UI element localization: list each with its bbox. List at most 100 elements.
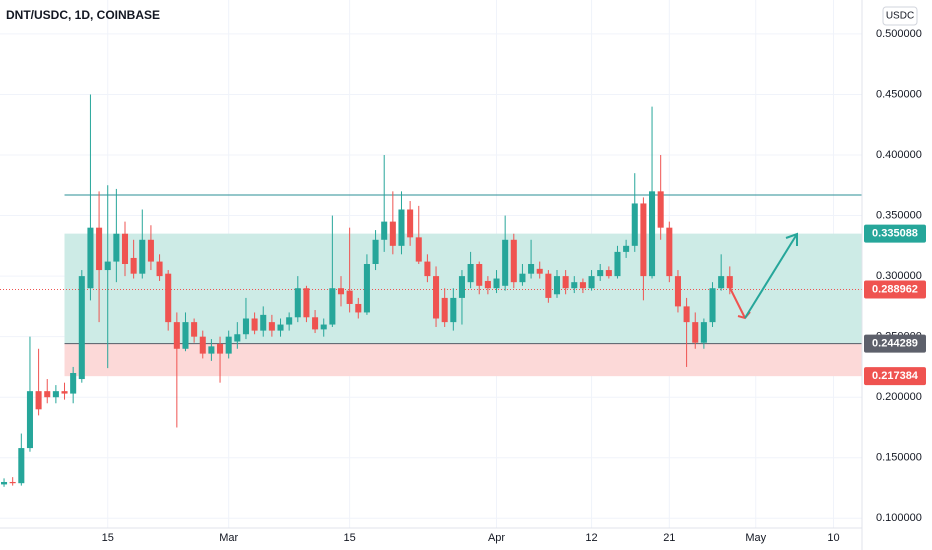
candle-body — [329, 288, 336, 325]
y-tick-label: 0.100000 — [876, 512, 922, 524]
candle-body — [726, 276, 733, 289]
candle-body — [597, 270, 604, 277]
candle-body — [502, 239, 509, 286]
candle-body — [657, 191, 664, 228]
candle-body — [165, 273, 172, 323]
candle-body — [389, 221, 396, 246]
x-tick-label: 15 — [344, 532, 356, 544]
candle-body — [294, 288, 301, 318]
candle-body — [346, 290, 353, 304]
candle-body — [1, 481, 8, 485]
candle-body — [467, 264, 474, 283]
candle-body — [355, 303, 362, 313]
candle-body — [277, 324, 284, 331]
candle-body — [519, 273, 526, 283]
candle-body — [234, 334, 241, 342]
candle-body — [363, 264, 370, 313]
candle-body — [35, 391, 42, 410]
candle-body — [674, 276, 681, 307]
candle-body — [700, 322, 707, 343]
candle-body — [96, 227, 103, 271]
candle-body — [398, 209, 405, 246]
candle-body — [182, 322, 189, 349]
candle-body — [528, 264, 535, 274]
y-tick-label: 0.350000 — [876, 209, 922, 221]
candle-body — [268, 322, 275, 331]
candle-body — [484, 280, 491, 289]
candle-body — [251, 318, 258, 331]
arrow-down — [729, 287, 746, 319]
candle-body — [553, 276, 561, 295]
candle-body — [113, 233, 120, 262]
candle-body — [260, 314, 267, 331]
currency-box — [882, 6, 918, 26]
candle-body — [709, 288, 716, 323]
candle-body — [640, 203, 647, 277]
candle-body — [173, 322, 180, 349]
candle-body — [44, 391, 51, 398]
candle-body — [104, 261, 111, 271]
candle-body — [156, 261, 163, 277]
y-tick-label: 0.400000 — [876, 149, 922, 161]
candle-body — [312, 317, 319, 330]
candle-body — [303, 288, 310, 318]
price-label: 0.217384 — [872, 370, 919, 382]
candle-body — [623, 245, 630, 252]
y-tick-label: 0.300000 — [876, 270, 922, 282]
y-tick-label: 0.150000 — [876, 452, 922, 464]
candle-body — [433, 276, 440, 319]
price-label: 0.244289 — [872, 337, 918, 349]
price-label: 0.335088 — [872, 228, 918, 240]
x-tick-label: 12 — [585, 532, 597, 544]
candle-body — [121, 233, 129, 264]
x-tick-label: May — [745, 532, 766, 544]
candle-body — [9, 481, 16, 484]
candle-body — [545, 273, 552, 298]
x-tick-label: Mar — [219, 532, 238, 544]
candle-body — [18, 448, 25, 484]
candle-body — [441, 297, 448, 323]
candle-body — [139, 239, 146, 274]
candle-body — [147, 239, 154, 262]
price-label: 0.288962 — [872, 283, 918, 295]
price-label-box — [864, 224, 926, 243]
plot-area — [0, 0, 862, 528]
candle-body — [61, 391, 68, 394]
y-tick-label: 0.500000 — [876, 28, 922, 40]
x-tick-label: 10 — [827, 532, 839, 544]
candle-body — [208, 346, 215, 354]
candle-body — [286, 317, 293, 325]
candle-body — [458, 276, 465, 298]
candle-body — [26, 391, 33, 449]
price-label-box — [864, 280, 926, 299]
price-label-box — [864, 334, 926, 353]
zone — [64, 343, 862, 377]
candle-body — [666, 227, 673, 277]
x-tick-label: Apr — [488, 532, 505, 544]
candle-body — [605, 270, 612, 277]
candle-body — [631, 203, 638, 246]
candle-body — [199, 336, 206, 354]
candle-body — [450, 297, 457, 323]
candle-body — [242, 318, 249, 335]
candle-body — [52, 391, 59, 398]
x-tick-label: 15 — [102, 532, 114, 544]
chart-title: DNT/USDC, 1D, COINBASE — [6, 8, 160, 22]
candle-body — [217, 343, 224, 354]
candle-body — [407, 209, 414, 238]
candle-body — [476, 264, 483, 286]
candle-body — [510, 239, 517, 283]
x-tick-label: 21 — [663, 532, 675, 544]
candle-body — [424, 261, 431, 277]
candle-body — [225, 336, 232, 354]
candle-body — [87, 227, 94, 289]
candle-body — [692, 322, 699, 343]
candle-body — [493, 278, 500, 289]
candle-body — [78, 276, 85, 380]
candle-body — [571, 282, 578, 289]
candle-body — [562, 276, 569, 289]
y-tick-label: 0.450000 — [876, 88, 922, 100]
candle-body — [415, 237, 422, 262]
price-label-box — [864, 367, 926, 386]
